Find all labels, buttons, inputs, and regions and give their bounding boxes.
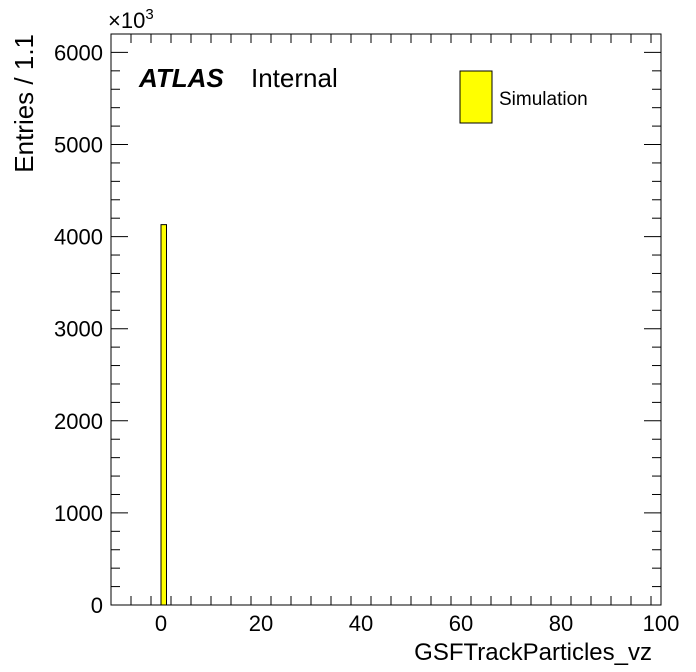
- histogram-bar: [160, 224, 167, 606]
- y-tick-label: 6000: [54, 40, 103, 65]
- x-tick-label: 80: [549, 611, 573, 636]
- y-axis-label: Entries / 1.1: [9, 34, 39, 173]
- x-tick-label: 0: [155, 611, 167, 636]
- atlas-internal-label: Internal: [251, 63, 338, 93]
- atlas-label: ATLAS: [138, 63, 224, 93]
- x-axis-ticks: 0 20 40 60 80 100: [110, 34, 680, 636]
- bars-group: [160, 224, 167, 606]
- x-axis-label: GSFTrackParticles_vz: [414, 639, 652, 666]
- y-tick-label: 5000: [54, 133, 103, 158]
- y-tick-label: 0: [91, 593, 103, 618]
- x-tick-label: 40: [349, 611, 373, 636]
- x-tick-label: 60: [449, 611, 473, 636]
- y-tick-label: 4000: [54, 225, 103, 250]
- x-tick-label: 100: [643, 611, 680, 636]
- y-tick-label: 2000: [54, 409, 103, 434]
- y-tick-label: 3000: [54, 317, 103, 342]
- x-tick-label: 20: [249, 611, 273, 636]
- y-axis-multiplier: ×103: [108, 6, 154, 33]
- legend-label-simulation: Simulation: [499, 89, 588, 110]
- y-tick-label: 1000: [54, 501, 103, 526]
- plot-frame: [110, 33, 662, 606]
- legend-swatch-simulation: [459, 70, 493, 124]
- y-axis-ticks: 0 1000 2000 3000 4000 5000 6000: [54, 33, 661, 618]
